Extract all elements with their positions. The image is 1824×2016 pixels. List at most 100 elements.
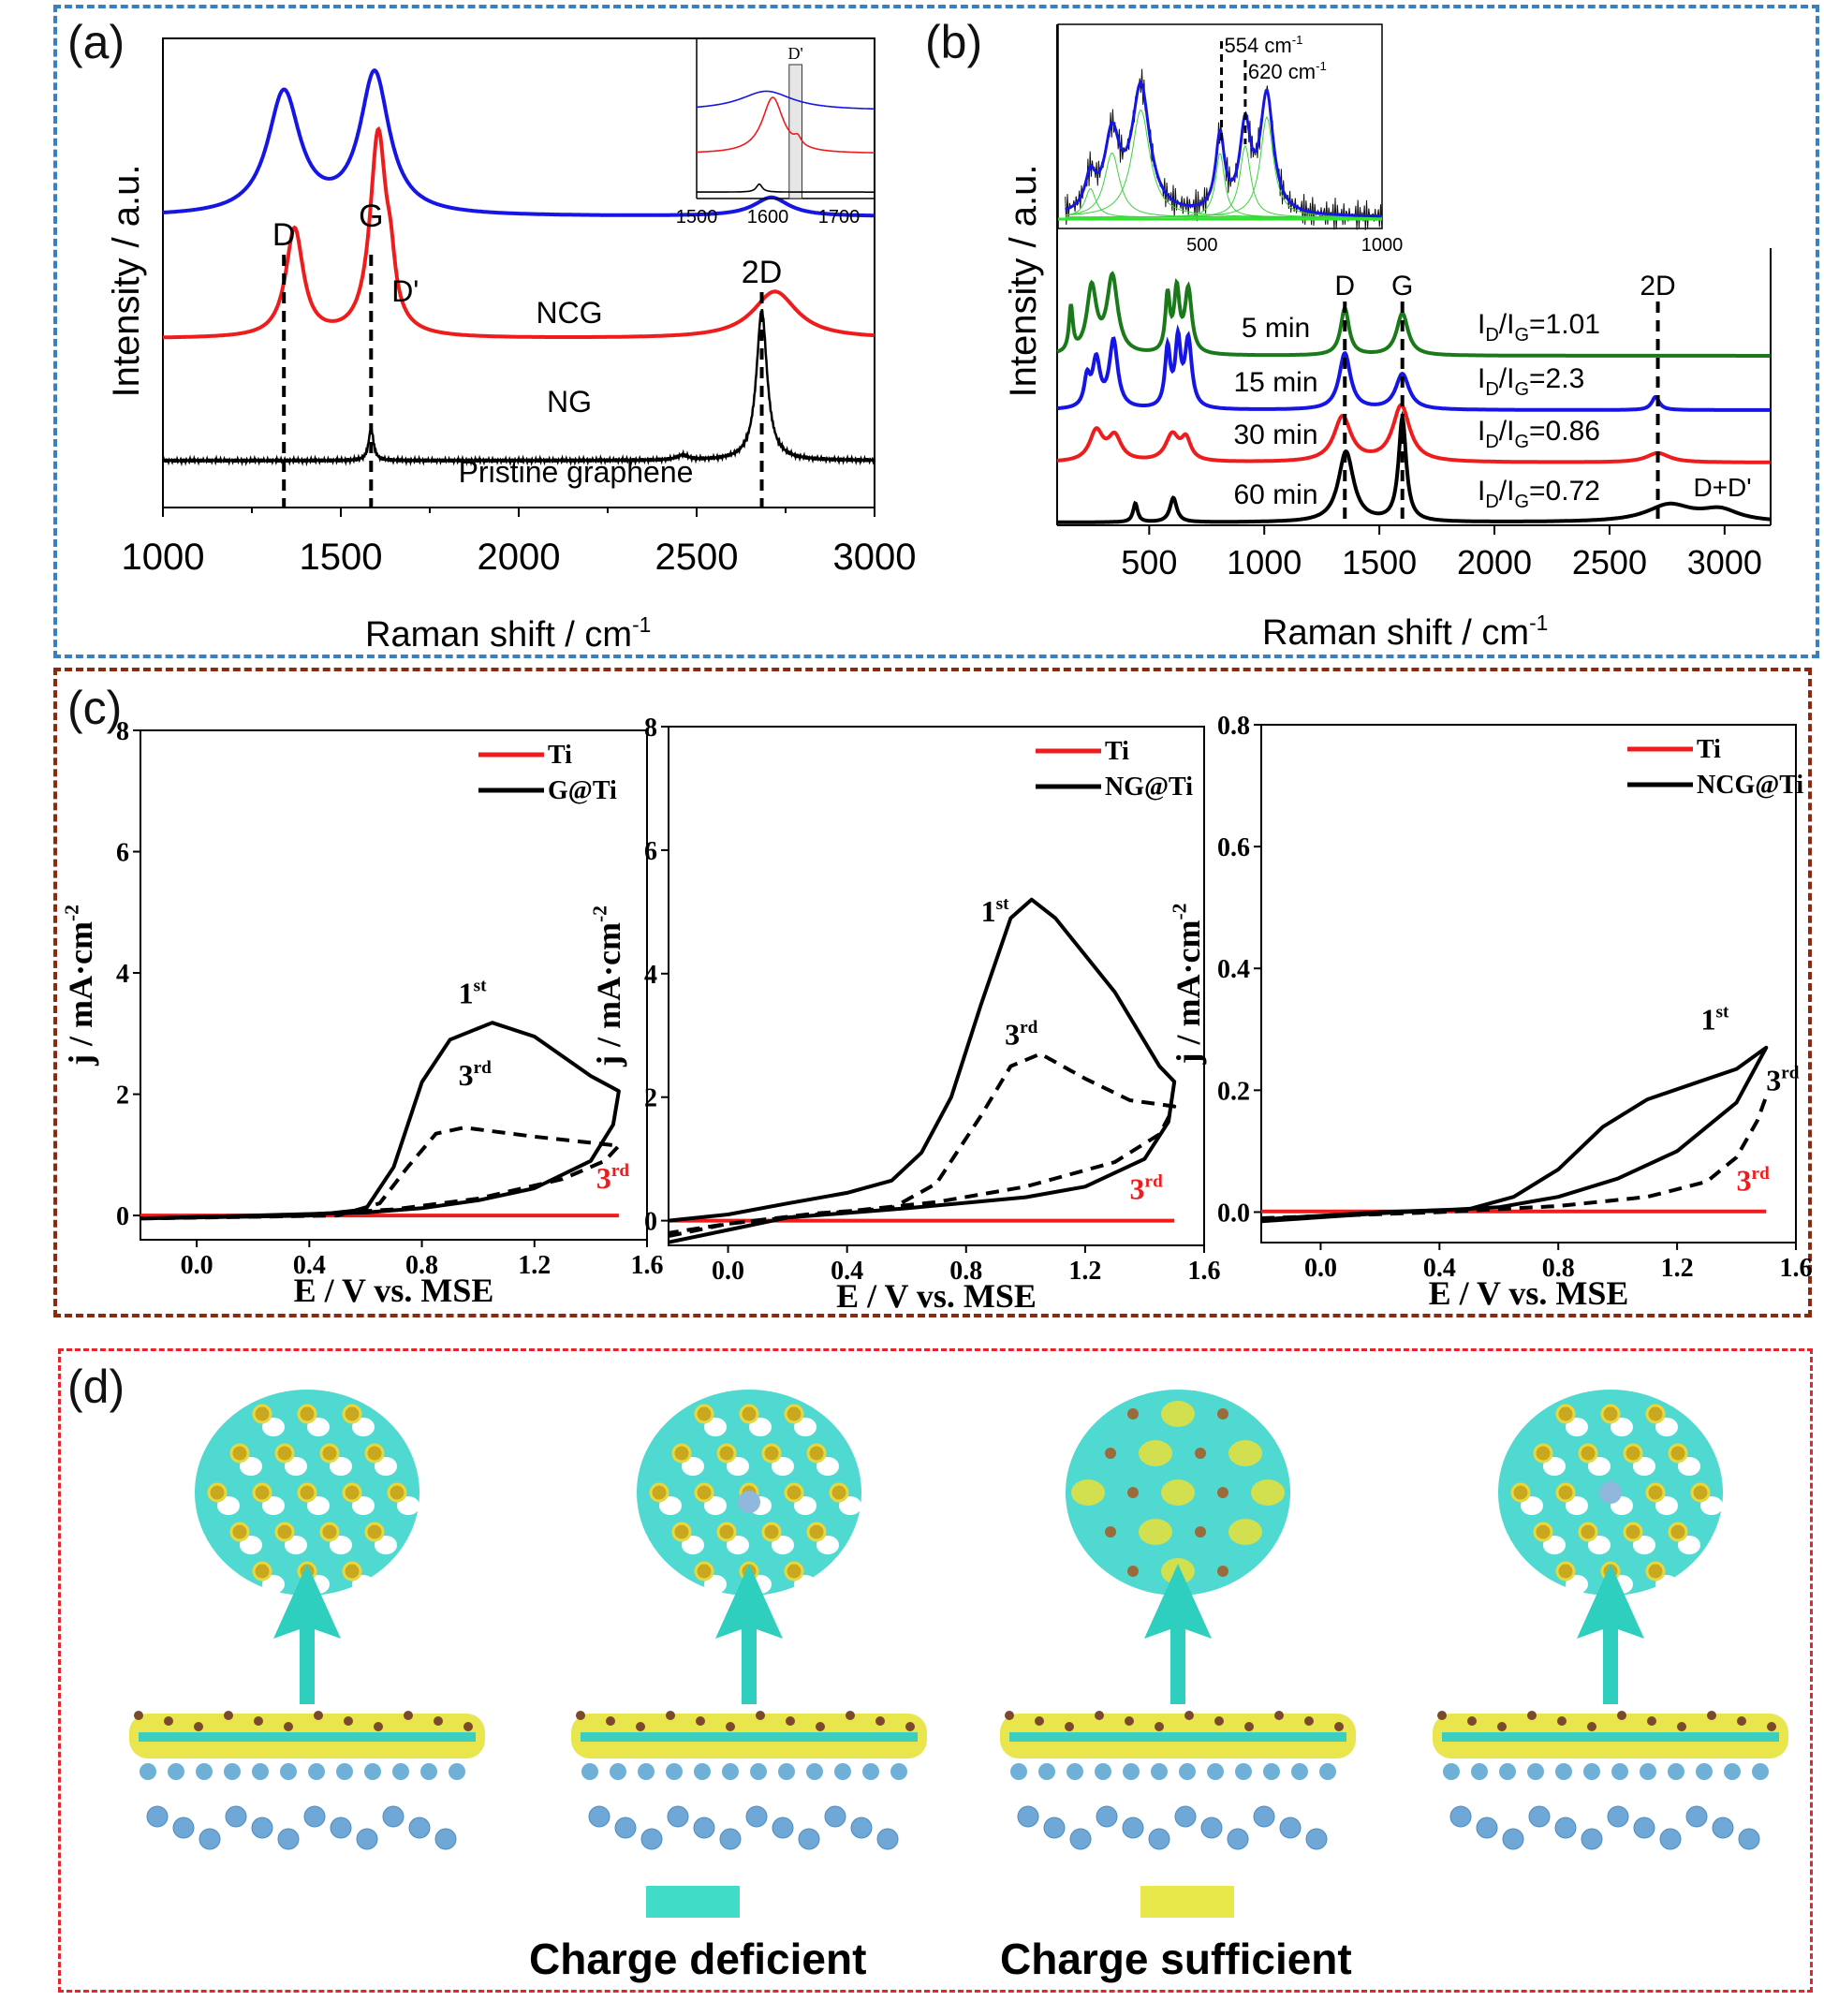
ring-hole	[659, 1496, 682, 1515]
x-tick-label: 0.8	[405, 1251, 438, 1280]
ring-hole	[1633, 1457, 1655, 1476]
y-tick-label: 0.0	[1217, 1199, 1250, 1228]
carbon-atom	[1555, 1404, 1576, 1424]
carbon-atom	[761, 1443, 782, 1464]
ti-cycle-label-third: 3rd	[596, 1161, 630, 1195]
ratio-label-b: ID/IG=0.72	[1478, 476, 1600, 512]
x-tick-label: 1.6	[631, 1251, 664, 1280]
carbon-atom-side	[134, 1711, 143, 1720]
inset-tick-label-a: 1700	[818, 207, 861, 228]
x-axis-label-b: Raman shift / cm-1	[1262, 611, 1548, 653]
carbon-atom	[342, 1482, 362, 1503]
y-tick-label: 0.6	[1217, 833, 1250, 862]
y-tick-label: 0	[116, 1202, 129, 1231]
y-axis-label-b: Intensity / a.u.	[1003, 164, 1044, 397]
series-line-ng	[163, 125, 875, 340]
ti-atom-upper	[1527, 1763, 1544, 1780]
ti-atom-lower	[1633, 1817, 1655, 1839]
ti-atom-lower	[1305, 1828, 1328, 1850]
x-tick-label: 0.0	[712, 1257, 744, 1286]
legend-label-deficient: Charge deficient	[529, 1935, 867, 1983]
charge-lobe	[1228, 1440, 1262, 1466]
ring-hole	[240, 1457, 262, 1476]
ti-atom-lower	[1174, 1805, 1197, 1828]
plot-frame-c3	[1260, 724, 1797, 1243]
carbon-atom	[671, 1522, 692, 1542]
legend-label-ti: Ti	[1697, 735, 1721, 764]
ring-hole	[1611, 1418, 1633, 1436]
ti-atom-lower	[719, 1828, 742, 1850]
carbon-atom	[229, 1443, 250, 1464]
charge-lobe	[1139, 1440, 1172, 1466]
inset-series-line	[696, 90, 875, 110]
charge-lobe	[1161, 1479, 1195, 1506]
carbon-atom-side	[1125, 1716, 1134, 1726]
ti-atom-lower	[588, 1805, 610, 1828]
carbon-atom	[716, 1522, 737, 1542]
cv-curve-third	[140, 1126, 621, 1221]
carbon-atom	[1645, 1404, 1666, 1424]
carbon-atom-side	[224, 1711, 233, 1720]
ti-atom-upper	[722, 1763, 739, 1780]
carbon-atom	[319, 1522, 340, 1542]
ring-hole	[704, 1575, 727, 1594]
cycle-label-first: 1st	[981, 894, 1009, 928]
panel-c-frame	[53, 668, 1812, 1317]
ti-atom-upper	[806, 1763, 823, 1780]
x-axis-label-a: Raman shift / cm-1	[365, 612, 651, 655]
carbon-atom-side	[1304, 1716, 1314, 1726]
arrow-icon	[273, 1564, 341, 1704]
carbon-atom-side	[1707, 1711, 1716, 1720]
cycle-label-first: 1st	[459, 976, 487, 1009]
ti-atom-lower	[434, 1828, 457, 1850]
y-tick-label: 0.4	[1217, 955, 1250, 984]
series-line-60-min	[1057, 410, 1771, 524]
carbon-atom	[1533, 1443, 1553, 1464]
x-tick-label: 1.2	[1068, 1257, 1101, 1286]
carbon-atom-side	[1497, 1722, 1507, 1731]
inset-tick-label-a: 1500	[676, 207, 718, 228]
ratio-label-b: ID/IG=0.86	[1478, 416, 1600, 452]
ring-hole	[839, 1496, 861, 1515]
ti-atom-lower	[614, 1817, 637, 1839]
carbon-atom	[1105, 1448, 1116, 1459]
ti-atom-lower	[1607, 1805, 1629, 1828]
cv-curve-first	[140, 1021, 621, 1221]
carbon-atom	[1127, 1566, 1139, 1577]
carbon-atom	[1645, 1561, 1666, 1582]
x-tick-label-b: 500	[1121, 543, 1177, 581]
ring-hole	[285, 1457, 307, 1476]
carbon-atom-side	[1334, 1722, 1344, 1731]
ti-atom-upper	[420, 1763, 437, 1780]
carbon-atom	[671, 1443, 692, 1464]
carbon-atom	[1645, 1482, 1666, 1503]
ti-cycle-label-third: 3rd	[1737, 1164, 1771, 1198]
ti-atom-upper	[1611, 1763, 1628, 1780]
arrow-icon	[1144, 1564, 1212, 1704]
x-tick-label: 0.8	[949, 1257, 982, 1286]
y-tick-label: 0	[644, 1208, 657, 1237]
ti-atom-upper	[750, 1763, 767, 1780]
carbon-atom-side	[1617, 1711, 1626, 1720]
carbon-atom-side	[254, 1716, 263, 1726]
carbon-atom	[739, 1404, 759, 1424]
x-tick-label-b: 3000	[1687, 543, 1762, 581]
peak-label-d: D	[272, 217, 296, 253]
carbon-atom	[364, 1522, 385, 1542]
ti-atom-lower	[277, 1828, 300, 1850]
ti-atom-lower	[1227, 1828, 1249, 1850]
carbon-atom-side	[816, 1722, 825, 1731]
ring-hole	[1543, 1536, 1566, 1554]
series-label: NG	[547, 385, 592, 419]
carbon-atom	[1127, 1408, 1139, 1420]
charge-lobe	[1228, 1519, 1262, 1545]
ti-atom-lower	[1279, 1817, 1302, 1839]
carbon-atom-side	[1184, 1711, 1194, 1720]
ring-hole	[307, 1418, 330, 1436]
plot-frame-c1	[140, 729, 648, 1241]
charge-slab-cyan	[581, 1732, 918, 1742]
carbon-atom-side	[666, 1711, 675, 1720]
ti-atom-upper	[252, 1763, 269, 1780]
ring-hole	[352, 1418, 375, 1436]
